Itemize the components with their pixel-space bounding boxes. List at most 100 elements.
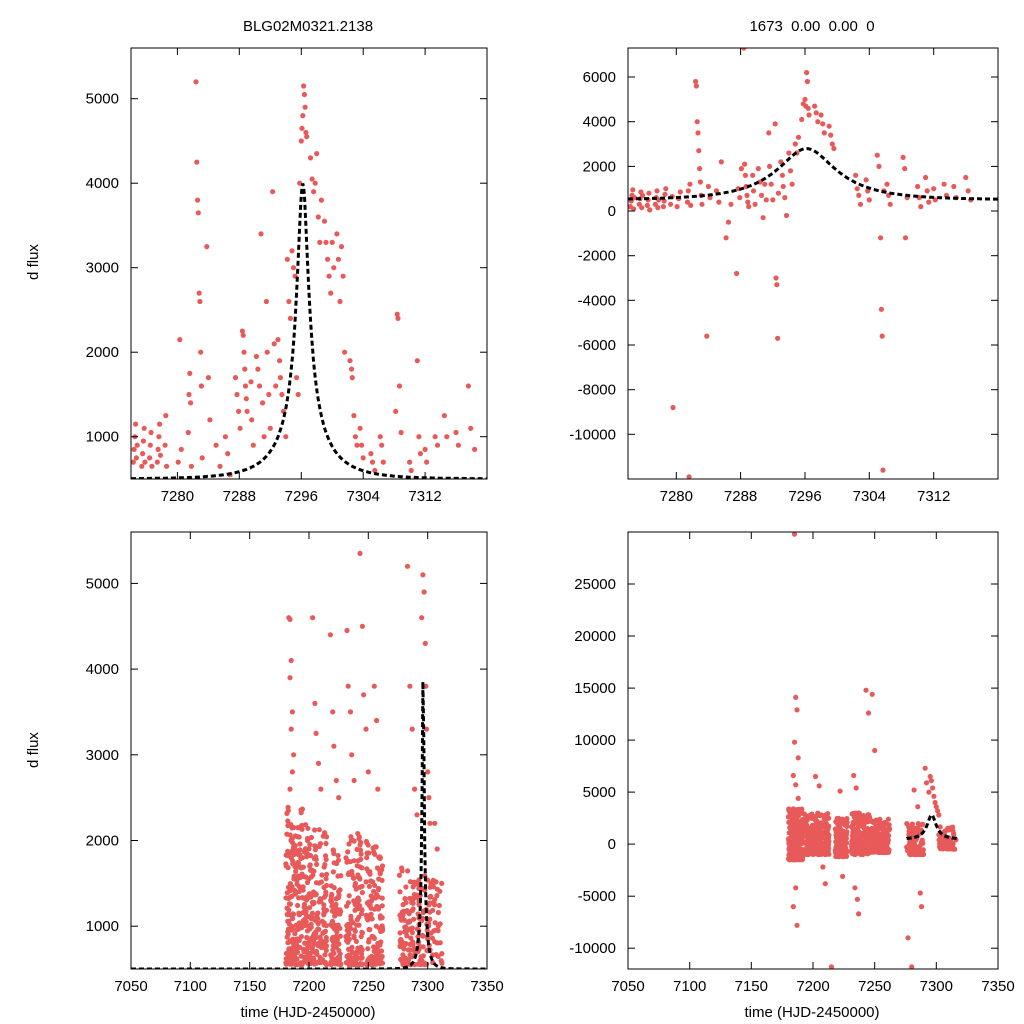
data-point [844,823,850,830]
data-point [354,900,361,906]
data-point [363,726,369,732]
data-point [347,922,353,928]
data-point [631,195,638,201]
data-point [418,954,424,960]
data-point [249,417,255,423]
data-point [884,181,890,187]
data-point [242,366,248,372]
data-point [353,886,359,892]
data-point [705,183,712,190]
data-point [908,829,915,835]
data-point [851,810,857,816]
data-point [263,298,269,305]
data-point [859,851,866,857]
data-point [185,429,191,436]
data-point [774,282,780,288]
data-point [355,874,361,880]
data-point [793,850,800,856]
data-point [862,839,868,845]
x-tick-label: 7150 [233,978,266,995]
data-point [699,201,705,207]
data-point [334,925,340,931]
data-point [325,256,331,262]
data-point [468,425,474,431]
data-point [316,899,322,905]
data-point [287,786,293,792]
data-point [350,837,356,843]
data-point [433,879,439,885]
data-point [374,865,381,871]
y-tick-label: 1000 [86,429,119,446]
data-point [131,446,137,452]
data-point [295,874,301,880]
data-point [296,884,302,890]
data-point [790,904,796,910]
data-point [352,907,358,913]
data-point [310,955,316,961]
data-point [349,752,355,758]
data-point [932,799,938,806]
data-point [796,830,802,836]
x-tick-label: 7312 [408,488,441,505]
data-point [767,163,773,169]
data-point [287,315,293,321]
data-point [304,879,311,886]
y-tick-label: 4000 [86,175,119,192]
y-tick-label: 5000 [86,575,119,592]
data-point [872,747,878,754]
data-point [359,623,365,629]
x-tick-label: 7304 [853,488,886,505]
data-point [338,873,344,879]
data-point [841,842,847,848]
data-point [354,442,360,448]
data-point [301,873,307,879]
data-point [919,839,925,845]
data-point [833,839,839,845]
data-point [900,154,906,160]
data-point [356,834,362,840]
data-point [787,168,794,174]
data-point [324,871,330,878]
data-point [284,934,290,940]
data-point [372,467,378,474]
data-point [286,298,292,305]
data-point [315,214,321,220]
data-point [289,248,295,254]
data-point [379,960,386,966]
data-point [239,328,245,334]
data-point [432,927,439,933]
data-point [322,952,328,958]
data-point [377,855,383,862]
data-point [411,916,417,922]
data-point [255,366,261,372]
data-point [178,446,184,452]
data-point [345,871,351,878]
data-point [154,459,160,465]
data-point [407,683,413,689]
data-point [338,244,345,250]
data-point [806,826,813,832]
data-point [677,189,683,195]
data-point [310,615,316,621]
x-tick-label: 7296 [788,488,821,505]
data-point [421,589,427,595]
data-point [401,917,407,923]
data-point [308,834,314,841]
data-point [377,434,383,440]
data-point [315,760,322,767]
data-point [902,166,908,172]
data-point [422,446,428,452]
data-point [943,845,950,851]
data-point [821,130,827,136]
data-point [368,905,374,911]
data-point [286,850,292,857]
data-point [793,835,799,841]
data-point [321,894,327,900]
data-point [357,425,363,431]
data-point [911,787,917,793]
data-point [922,765,928,771]
data-point [839,816,845,822]
data-point [295,860,301,866]
data-point [261,434,267,440]
data-point [349,944,355,951]
